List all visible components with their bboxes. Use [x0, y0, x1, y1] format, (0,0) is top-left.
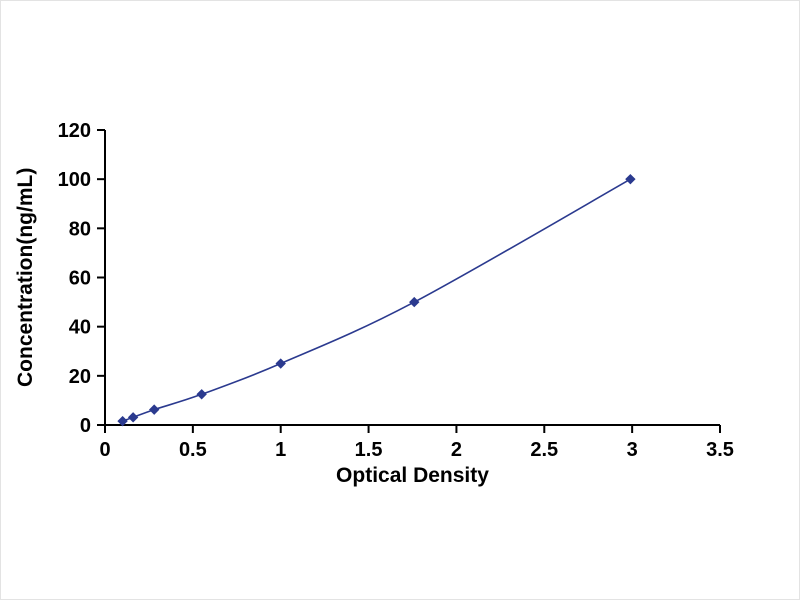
x-tick-label: 2: [451, 439, 462, 461]
x-tick-label: 2.5: [530, 439, 558, 461]
x-axis-label: Optical Density: [336, 464, 489, 487]
data-point-marker: [117, 415, 128, 427]
data-point-marker: [409, 296, 420, 308]
x-tick-label: 1.5: [355, 439, 383, 461]
x-tick-label: 3: [627, 439, 638, 461]
data-point-marker: [275, 358, 286, 369]
x-tick-label: 3.5: [706, 439, 734, 461]
data-point-marker: [196, 389, 207, 400]
y-tick-label: 40: [69, 317, 91, 339]
x-tick-label: 0.5: [179, 439, 207, 461]
y-tick-label: 20: [69, 366, 91, 388]
y-tick-label: 100: [58, 169, 91, 191]
data-point-marker: [148, 404, 160, 415]
y-axis-label: Concentration(ng/mL): [14, 167, 37, 387]
y-tick-label: 0: [80, 415, 91, 437]
y-tick-label: 60: [69, 268, 91, 290]
y-tick-label: 80: [69, 218, 91, 240]
curve-line: [122, 178, 631, 422]
x-tick-label: 1: [275, 439, 286, 461]
x-tick-label: 0: [99, 439, 110, 461]
data-point-marker: [127, 412, 139, 423]
y-tick-label: 120: [58, 120, 91, 142]
data-point-marker: [625, 173, 636, 185]
